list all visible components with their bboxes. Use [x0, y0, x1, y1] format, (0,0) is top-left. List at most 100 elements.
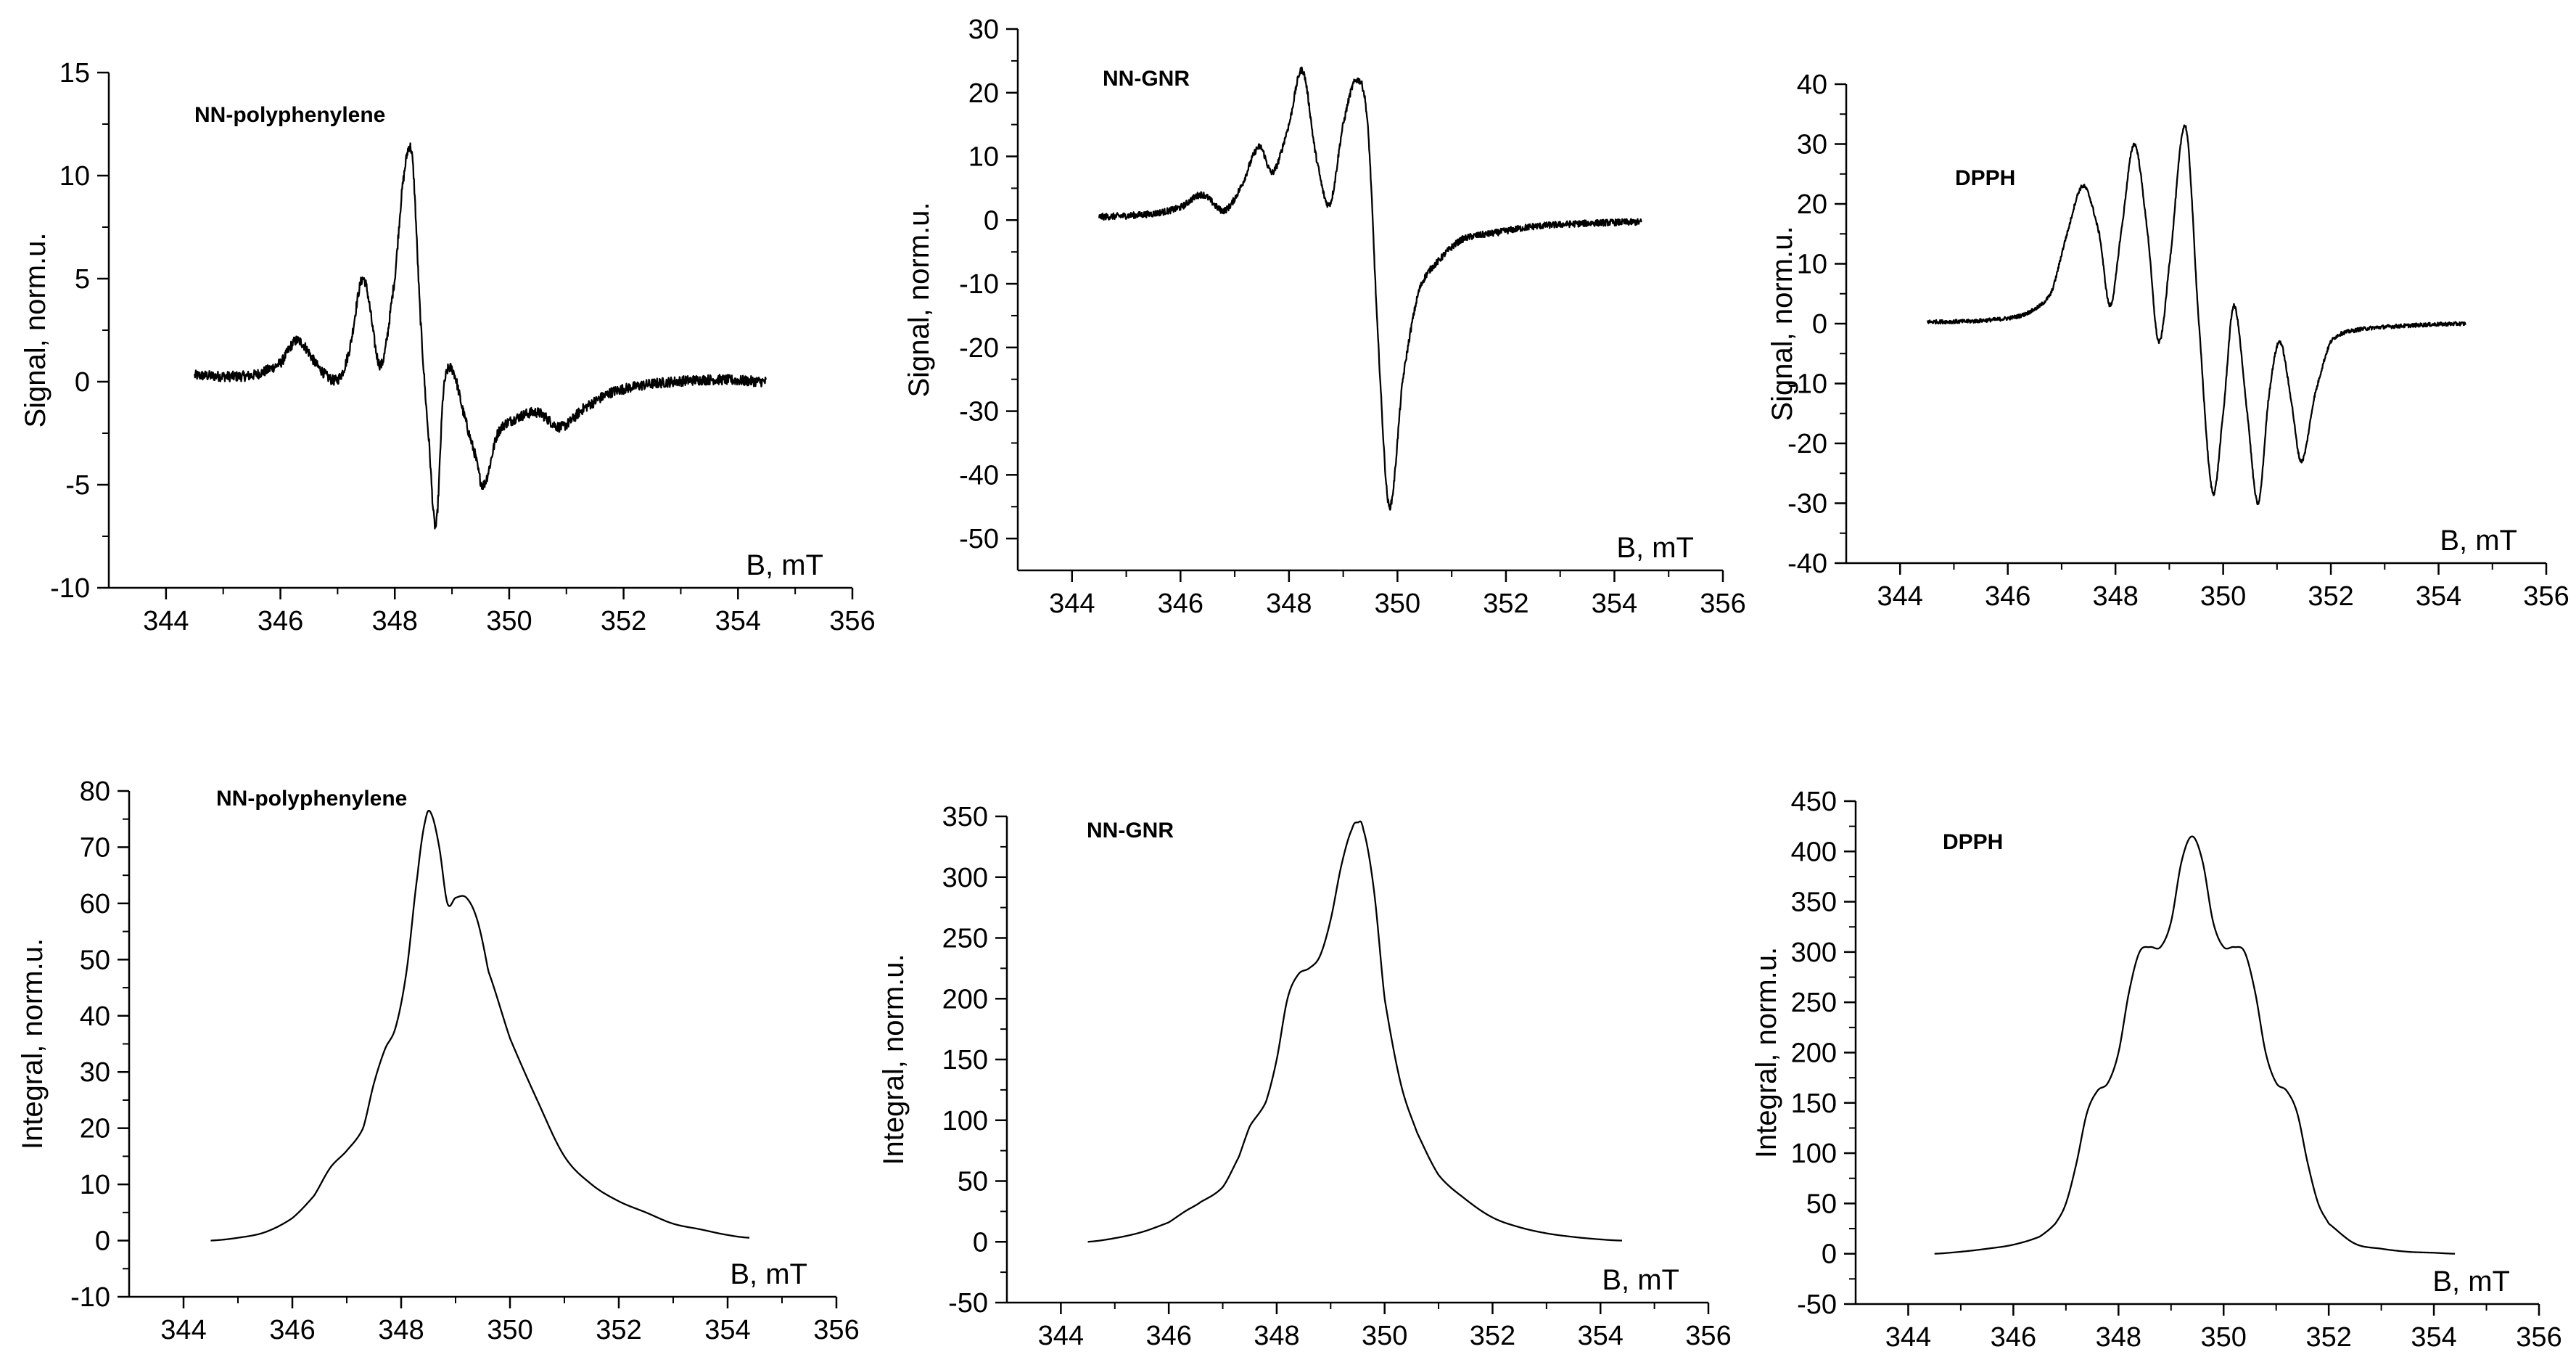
y-tick-label: 40: [80, 1001, 110, 1032]
y-tick-label: -10: [959, 269, 999, 300]
y-tick-label: -30: [1787, 489, 1827, 520]
x-tick-label: 346: [258, 606, 303, 636]
y-tick-label: -10: [50, 573, 90, 604]
y-tick-label: 350: [1791, 888, 1837, 918]
y-tick-label: 0: [973, 1227, 988, 1258]
y-tick-label: 70: [80, 832, 110, 863]
x-tick-label: 352: [2305, 1322, 2351, 1353]
x-tick-label: 348: [372, 606, 418, 636]
y-tick-label: 5: [75, 264, 90, 295]
x-axis-label: B, mT: [746, 549, 823, 581]
y-tick-label: 350: [942, 802, 988, 832]
y-tick-label: 200: [942, 984, 988, 1014]
y-tick-label: 100: [1791, 1139, 1837, 1169]
y-tick-label: -20: [959, 333, 999, 364]
panel-title: DPPH: [1955, 166, 2015, 190]
x-tick-label: 354: [704, 1315, 750, 1345]
series-line-nn-polyphenylene: [194, 142, 768, 530]
y-tick-label: 50: [958, 1167, 988, 1197]
chart-panel-6: 344 346 348 350 352 354 356 -50 0 50 100 150 200 250 3…: [1750, 787, 2562, 1353]
series-line-dpph: [1926, 124, 2466, 506]
panel-title: NN-GNR: [1087, 819, 1174, 843]
x-tick-label: 356: [813, 1315, 859, 1345]
series-line-nn-polyphenylene: [210, 809, 750, 1242]
panel-title: NN-polyphenylene: [216, 787, 407, 811]
x-tick-label: 348: [2092, 581, 2138, 612]
x-tick-label: 352: [601, 606, 646, 636]
panel-title: DPPH: [1943, 830, 2003, 854]
x-tick-label: 348: [1266, 589, 1312, 619]
y-tick-label: 20: [968, 78, 999, 109]
x-axis-label: B, mT: [1616, 532, 1694, 564]
x-tick-label: 350: [2200, 581, 2246, 612]
y-tick-label: 40: [1797, 70, 1827, 100]
x-tick-label: 354: [715, 606, 761, 636]
y-axis-label: Signal, norm.u.: [903, 202, 935, 397]
series-line-nn-gnr: [1098, 66, 1642, 511]
y-tick-label: -30: [959, 397, 999, 427]
y-tick-label: 250: [1791, 988, 1837, 1018]
x-axis-label: B, mT: [2440, 525, 2517, 557]
y-tick-label: 0: [95, 1226, 110, 1257]
y-tick-label: -10: [70, 1282, 110, 1313]
x-tick-label: 346: [1145, 1321, 1191, 1351]
y-tick-label: 50: [80, 945, 110, 975]
y-tick-label: 0: [984, 205, 999, 236]
x-tick-label: 352: [596, 1315, 641, 1345]
y-tick-label: -40: [1787, 549, 1827, 579]
y-tick-label: 10: [80, 1170, 110, 1200]
y-tick-label: 450: [1791, 787, 1837, 817]
y-tick-label: 200: [1791, 1038, 1837, 1069]
y-tick-label: 150: [942, 1045, 988, 1075]
y-tick-label: 60: [80, 889, 110, 919]
y-tick-label: -50: [948, 1288, 988, 1319]
x-tick-label: 354: [1578, 1321, 1624, 1351]
x-tick-label: 356: [1700, 589, 1745, 619]
x-tick-label: 352: [1483, 589, 1528, 619]
x-axis-label: B, mT: [2432, 1266, 2510, 1298]
x-tick-label: 352: [1470, 1321, 1515, 1351]
y-tick-label: -50: [959, 524, 999, 554]
y-tick-label: -50: [1797, 1290, 1837, 1320]
series-line-nn-gnr: [1087, 820, 1623, 1243]
y-tick-label: 10: [1797, 250, 1827, 280]
panel-title: NN-polyphenylene: [194, 103, 385, 127]
x-tick-label: 350: [1375, 589, 1420, 619]
chart-panel-4: 344 346 348 350 352 354 356 -10 0 10 20 30 40 50 60 70 8…: [17, 776, 860, 1345]
y-tick-label: 0: [1812, 309, 1827, 340]
x-tick-label: 344: [1885, 1322, 1931, 1353]
x-tick-label: 352: [2308, 581, 2353, 612]
panel-title: NN-GNR: [1103, 67, 1190, 91]
x-axis-label: B, mT: [1602, 1264, 1679, 1296]
y-axis-label: Signal, norm.u.: [1766, 226, 1798, 421]
x-tick-label: 344: [160, 1315, 206, 1345]
y-tick-label: 0: [75, 367, 90, 398]
y-tick-label: 300: [942, 863, 988, 893]
y-tick-label: 20: [80, 1114, 110, 1144]
chart-panel-1: 344 346 348 350 352 354 356 -10 -5 0 5 10 15 B, mT Sig…: [20, 58, 876, 636]
y-tick-label: -5: [65, 470, 90, 501]
x-tick-label: 350: [2201, 1322, 2247, 1353]
y-tick-label: 30: [968, 15, 999, 45]
y-axis-label: Integral, norm.u.: [17, 938, 49, 1149]
y-tick-label: 80: [80, 776, 110, 807]
x-tick-label: 344: [1038, 1321, 1084, 1351]
x-tick-label: 346: [1991, 1322, 2036, 1353]
x-tick-label: 356: [2516, 1322, 2561, 1353]
x-tick-label: 356: [2523, 581, 2569, 612]
x-tick-label: 348: [378, 1315, 424, 1345]
x-tick-label: 346: [1985, 581, 2030, 612]
chart-panel-2: 344 346 348 350 352 354 356 -50 -40 -30 -20 -10 0 10 2…: [903, 15, 1746, 619]
chart-panel-3: 344 346 348 350 352 354 356 -40 -30 -20 -10 0 10 20 30…: [1766, 70, 2569, 612]
x-tick-label: 356: [1685, 1321, 1731, 1351]
y-tick-label: 150: [1791, 1089, 1837, 1119]
y-tick-label: 50: [1806, 1189, 1837, 1219]
y-tick-label: 0: [1822, 1239, 1837, 1270]
x-tick-label: 348: [1254, 1321, 1299, 1351]
x-tick-label: 346: [1158, 589, 1203, 619]
y-tick-label: -40: [959, 460, 999, 491]
x-tick-label: 350: [487, 1315, 532, 1345]
x-tick-label: 356: [829, 606, 875, 636]
